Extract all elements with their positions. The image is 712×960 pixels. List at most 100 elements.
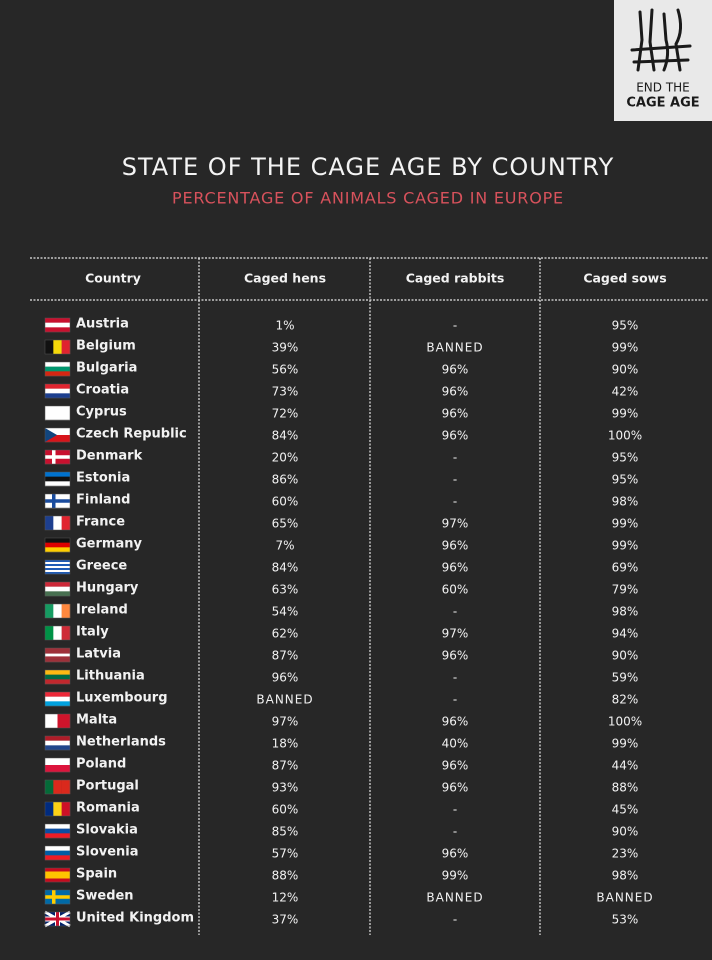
table-cell: 96% xyxy=(442,847,469,861)
country-name: Portugal xyxy=(76,779,139,794)
country-name: Latvia xyxy=(76,647,121,662)
flag xyxy=(44,779,71,795)
table-cell: 99% xyxy=(442,869,469,883)
flag-stripe xyxy=(45,674,70,680)
flag-stripe xyxy=(61,340,71,354)
flag xyxy=(44,801,71,817)
flag-stripe xyxy=(45,560,70,563)
table-cell: 97% xyxy=(442,517,469,531)
table-cell: 84% xyxy=(272,561,299,575)
table-row: Latvia 87% 96% 90% xyxy=(44,647,639,663)
table-row: Lithuania 96% - 59% xyxy=(44,669,638,685)
table: Country Caged hens Caged rabbits Caged sows… xyxy=(30,257,708,935)
flag-stripe xyxy=(45,362,70,367)
flag xyxy=(44,691,71,707)
table-cell: 62% xyxy=(272,627,299,641)
logo: END THE CAGE AGE xyxy=(614,0,712,121)
flag xyxy=(44,559,71,575)
flag xyxy=(44,603,71,619)
country-name: Sweden xyxy=(76,889,134,904)
flag-stripe xyxy=(45,516,54,530)
country-name: Slovenia xyxy=(76,845,139,860)
table-cell: 90% xyxy=(612,649,639,663)
flag-border xyxy=(44,515,71,531)
table-row: Cyprus 72% 96% 99% xyxy=(44,405,638,421)
table-row: Romania 60% - 45% xyxy=(44,801,638,817)
table-cell: 42% xyxy=(612,385,639,399)
flag xyxy=(44,361,71,377)
flag-stripe xyxy=(45,566,70,569)
table-cell: 53% xyxy=(612,913,639,927)
country-name: Denmark xyxy=(76,449,143,464)
flag-stripe xyxy=(45,855,70,861)
flag xyxy=(44,625,71,641)
flag-stripe xyxy=(45,656,70,660)
table-cell: 96% xyxy=(442,781,469,795)
table-cell: 94% xyxy=(612,627,639,641)
flag xyxy=(44,427,71,443)
table-cell: 60% xyxy=(272,495,299,509)
logo-text: END THE xyxy=(636,81,690,95)
flag xyxy=(44,735,71,751)
logo-mark xyxy=(630,8,692,72)
table-cell: 69% xyxy=(612,561,639,575)
flag-stripe xyxy=(45,833,70,839)
table-cell: 63% xyxy=(272,583,299,597)
table-row: United Kingdom 37% - 53% xyxy=(44,911,639,928)
flag-border xyxy=(44,603,71,619)
flag-border xyxy=(44,647,71,663)
flag-border xyxy=(44,801,71,817)
flag-stripe xyxy=(53,626,62,640)
table-row: Italy 62% 97% 94% xyxy=(44,625,639,641)
table-cell: 12% xyxy=(272,891,299,905)
table-row: Estonia 86% - 95% xyxy=(44,471,638,487)
flag-border xyxy=(44,427,71,443)
flag-stripe xyxy=(53,340,62,354)
flag-stripe xyxy=(61,516,71,530)
flag-border xyxy=(44,493,71,509)
flag-stripe xyxy=(45,476,70,482)
table-row: Portugal 93% 96% 88% xyxy=(44,779,638,795)
flag xyxy=(44,823,71,839)
table-cell: 79% xyxy=(612,583,639,597)
flag-stripe xyxy=(45,650,70,654)
table-row: Greece 84% 96% 69% xyxy=(44,559,639,575)
flag-border xyxy=(44,449,71,465)
flag xyxy=(44,537,71,553)
flag-border xyxy=(44,405,71,421)
flag-border xyxy=(44,823,71,839)
table-cell: 96% xyxy=(442,429,469,443)
country-name: Croatia xyxy=(76,383,129,398)
table-cell: 96% xyxy=(442,759,469,773)
flag-stripe xyxy=(45,850,70,856)
flag-stripe xyxy=(45,626,54,640)
table-row: France 65% 97% 99% xyxy=(44,515,639,531)
flag-cross xyxy=(45,895,70,899)
flag-stripe xyxy=(53,604,62,618)
flag-stripe xyxy=(45,846,70,851)
country-name: Germany xyxy=(76,537,142,552)
country-name: Austria xyxy=(76,317,129,332)
table-row: Finland 60% - 98% xyxy=(44,493,638,509)
flag-border xyxy=(44,361,71,377)
flag-border xyxy=(44,779,71,795)
table-row: Malta 97% 96% 100% xyxy=(44,713,642,729)
logo-text: CAGE AGE xyxy=(626,96,699,111)
table-cell: 82% xyxy=(612,693,639,707)
flag-border xyxy=(44,471,71,487)
flag-stripe xyxy=(53,516,62,530)
flag xyxy=(44,449,71,465)
table-cell: 96% xyxy=(442,561,469,575)
table-cell: BANNED xyxy=(426,891,483,905)
table-cell: 20% xyxy=(272,451,299,465)
flag-border xyxy=(44,691,71,707)
country-name: Czech Republic xyxy=(76,427,187,442)
table-cell: 23% xyxy=(612,847,639,861)
table-cell: 99% xyxy=(612,517,639,531)
flag-stripe xyxy=(45,322,70,328)
table-cell: 96% xyxy=(272,671,299,685)
flag-stripe xyxy=(45,736,70,741)
table-cell: 96% xyxy=(442,407,469,421)
flag-stripe xyxy=(45,692,70,697)
